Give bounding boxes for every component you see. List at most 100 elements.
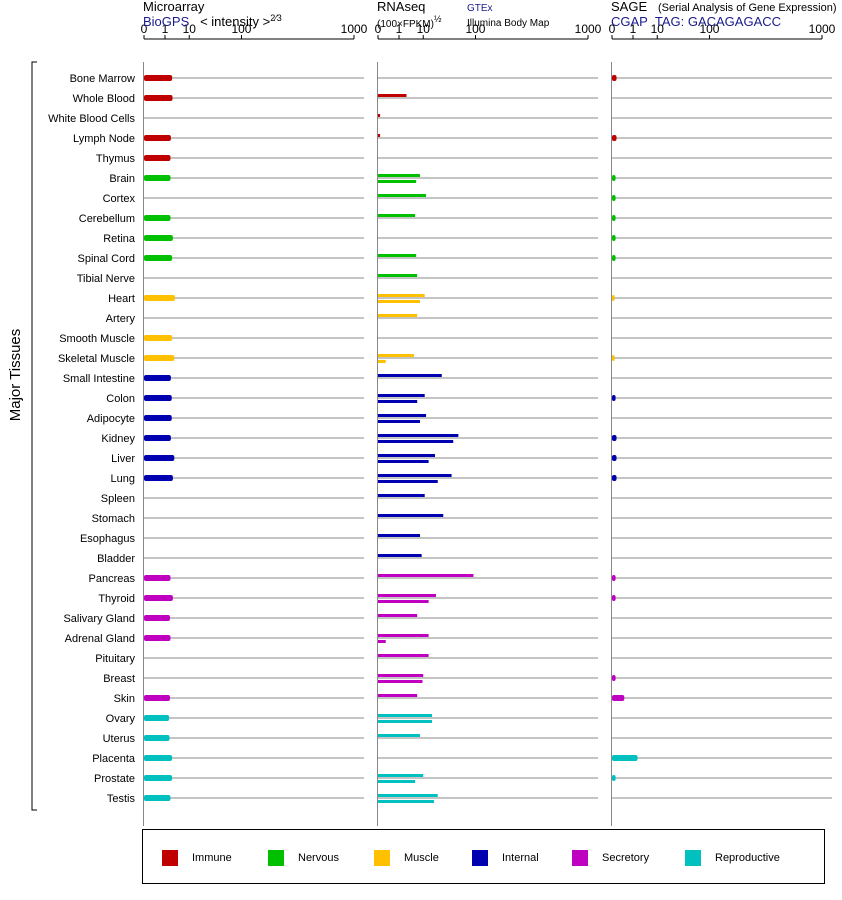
microarray-bar bbox=[144, 295, 175, 301]
tissue-label: Cerebellum bbox=[79, 213, 135, 225]
rnaseq-source-ibm: Illumina Body Map bbox=[467, 18, 550, 29]
rnaseq-bar bbox=[378, 640, 386, 643]
legend-item-reproductive: Reproductive bbox=[685, 850, 780, 866]
tissue-label: Liver bbox=[111, 453, 135, 465]
sage-bar bbox=[612, 595, 616, 601]
tissue-label: Testis bbox=[107, 793, 136, 805]
tissue-label: Whole Blood bbox=[73, 93, 135, 105]
rnaseq-bar bbox=[378, 354, 414, 357]
sage-bar bbox=[612, 455, 617, 461]
microarray-unit: < intensity > bbox=[200, 14, 271, 29]
rnaseq-unit-line: (100×FPKM)½ bbox=[377, 14, 441, 32]
tissue-label: Salivary Gland bbox=[63, 613, 135, 625]
rnaseq-bar bbox=[378, 460, 429, 463]
sage-tick-label: 1000 bbox=[809, 22, 836, 36]
legend-swatch-immune bbox=[162, 850, 178, 866]
rnaseq-title: RNAseq bbox=[377, 0, 426, 14]
microarray-bar bbox=[144, 595, 173, 601]
microarray-bar bbox=[144, 575, 171, 581]
rnaseq-tick-label: 1000 bbox=[575, 22, 602, 36]
rnaseq-source-gtex[interactable]: GTEx bbox=[467, 3, 493, 14]
rnaseq-bar bbox=[378, 214, 416, 217]
sage-tick-label: 0 bbox=[609, 22, 616, 36]
tissue-label: Lymph Node bbox=[73, 133, 135, 145]
microarray-bar bbox=[144, 155, 171, 161]
microarray-bar bbox=[144, 715, 170, 721]
rnaseq-tick-label: 1 bbox=[396, 22, 403, 36]
rnaseq-bar bbox=[378, 480, 438, 483]
sage-bar bbox=[612, 135, 617, 141]
microarray-tick-label: 1000 bbox=[341, 22, 368, 36]
legend-label-internal: Internal bbox=[502, 852, 539, 864]
microarray-bar bbox=[144, 455, 175, 461]
tissue-label: Adipocyte bbox=[87, 413, 135, 425]
tissue-label: Tibial Nerve bbox=[77, 273, 135, 285]
microarray-bar bbox=[144, 615, 171, 621]
sage-subtitle: (Serial Analysis of Gene Expression) bbox=[657, 2, 837, 14]
sage-bar bbox=[612, 395, 616, 401]
tissue-label: Cortex bbox=[103, 193, 136, 205]
rnaseq-bar bbox=[378, 194, 427, 197]
sage-bar bbox=[612, 75, 617, 81]
rnaseq-bar bbox=[378, 654, 429, 657]
rnaseq-bar bbox=[378, 554, 422, 557]
sage-tick-label: 10 bbox=[651, 22, 665, 36]
rnaseq-bar bbox=[378, 494, 425, 497]
tissue-label: Kidney bbox=[101, 433, 135, 445]
rnaseq-bar bbox=[378, 714, 432, 717]
microarray-bar bbox=[144, 335, 173, 341]
tissue-label: Heart bbox=[108, 293, 135, 305]
rnaseq-panel: 0 1 10 100 1000 bbox=[375, 22, 602, 826]
rnaseq-bar bbox=[378, 394, 425, 397]
tissue-label: Uterus bbox=[103, 733, 136, 745]
rnaseq-unit: (100×FPKM) bbox=[377, 19, 434, 30]
tissue-label: Pituitary bbox=[95, 653, 135, 665]
microarray-bar bbox=[144, 255, 173, 261]
legend-swatch-nervous bbox=[268, 850, 284, 866]
sage-source[interactable]: CGAP bbox=[611, 14, 648, 29]
sage-bar bbox=[612, 355, 615, 361]
legend-swatch-secretory bbox=[572, 850, 588, 866]
rnaseq-bar bbox=[378, 454, 436, 457]
microarray-bar bbox=[144, 475, 173, 481]
tissue-label: Stomach bbox=[92, 513, 135, 525]
sage-title-line: SAGE (Serial Analysis of Gene Expression… bbox=[611, 0, 837, 15]
microarray-bar bbox=[144, 775, 173, 781]
sage-title: SAGE bbox=[611, 0, 648, 14]
rnaseq-bar bbox=[378, 400, 418, 403]
tissue-label: White Blood Cells bbox=[48, 113, 135, 125]
tissue-label: Artery bbox=[106, 313, 136, 325]
y-bracket bbox=[31, 61, 37, 811]
rnaseq-bar bbox=[378, 800, 435, 803]
rnaseq-bar bbox=[378, 794, 438, 797]
tissue-label: Placenta bbox=[92, 753, 136, 765]
microarray-bar bbox=[144, 355, 175, 361]
sage-bar bbox=[612, 215, 616, 221]
rnaseq-tick-label: 10 bbox=[417, 22, 431, 36]
microarray-bar bbox=[144, 235, 173, 241]
rnaseq-bar bbox=[378, 314, 418, 317]
tissue-label: Colon bbox=[106, 393, 135, 405]
microarray-title: Microarray bbox=[143, 0, 205, 14]
rnaseq-bar bbox=[378, 720, 432, 723]
sage-tag: TAG: GACAGAGACC bbox=[654, 14, 782, 29]
sage-bar bbox=[612, 235, 616, 241]
rnaseq-bar bbox=[378, 514, 444, 517]
microarray-tick-label: 0 bbox=[141, 22, 148, 36]
rnaseq-bar bbox=[378, 614, 418, 617]
sage-bar bbox=[612, 475, 617, 481]
rnaseq-tick-label: 0 bbox=[375, 22, 382, 36]
legend-label-secretory: Secretory bbox=[602, 852, 650, 864]
tissue-label: Small Intestine bbox=[63, 373, 135, 385]
sage-tick-label: 100 bbox=[699, 22, 719, 36]
legend-item-secretory: Secretory bbox=[572, 850, 649, 866]
tissue-label: Skeletal Muscle bbox=[58, 353, 135, 365]
legend-item-immune: Immune bbox=[162, 850, 232, 866]
rnaseq-bar bbox=[378, 780, 416, 783]
legend-label-nervous: Nervous bbox=[298, 852, 339, 864]
microarray-bar bbox=[144, 375, 171, 381]
legend-item-internal: Internal bbox=[472, 850, 539, 866]
legend-swatch-reproductive bbox=[685, 850, 701, 866]
legend-label-immune: Immune bbox=[192, 852, 232, 864]
microarray-exponent: 2⁄3 bbox=[270, 13, 282, 23]
